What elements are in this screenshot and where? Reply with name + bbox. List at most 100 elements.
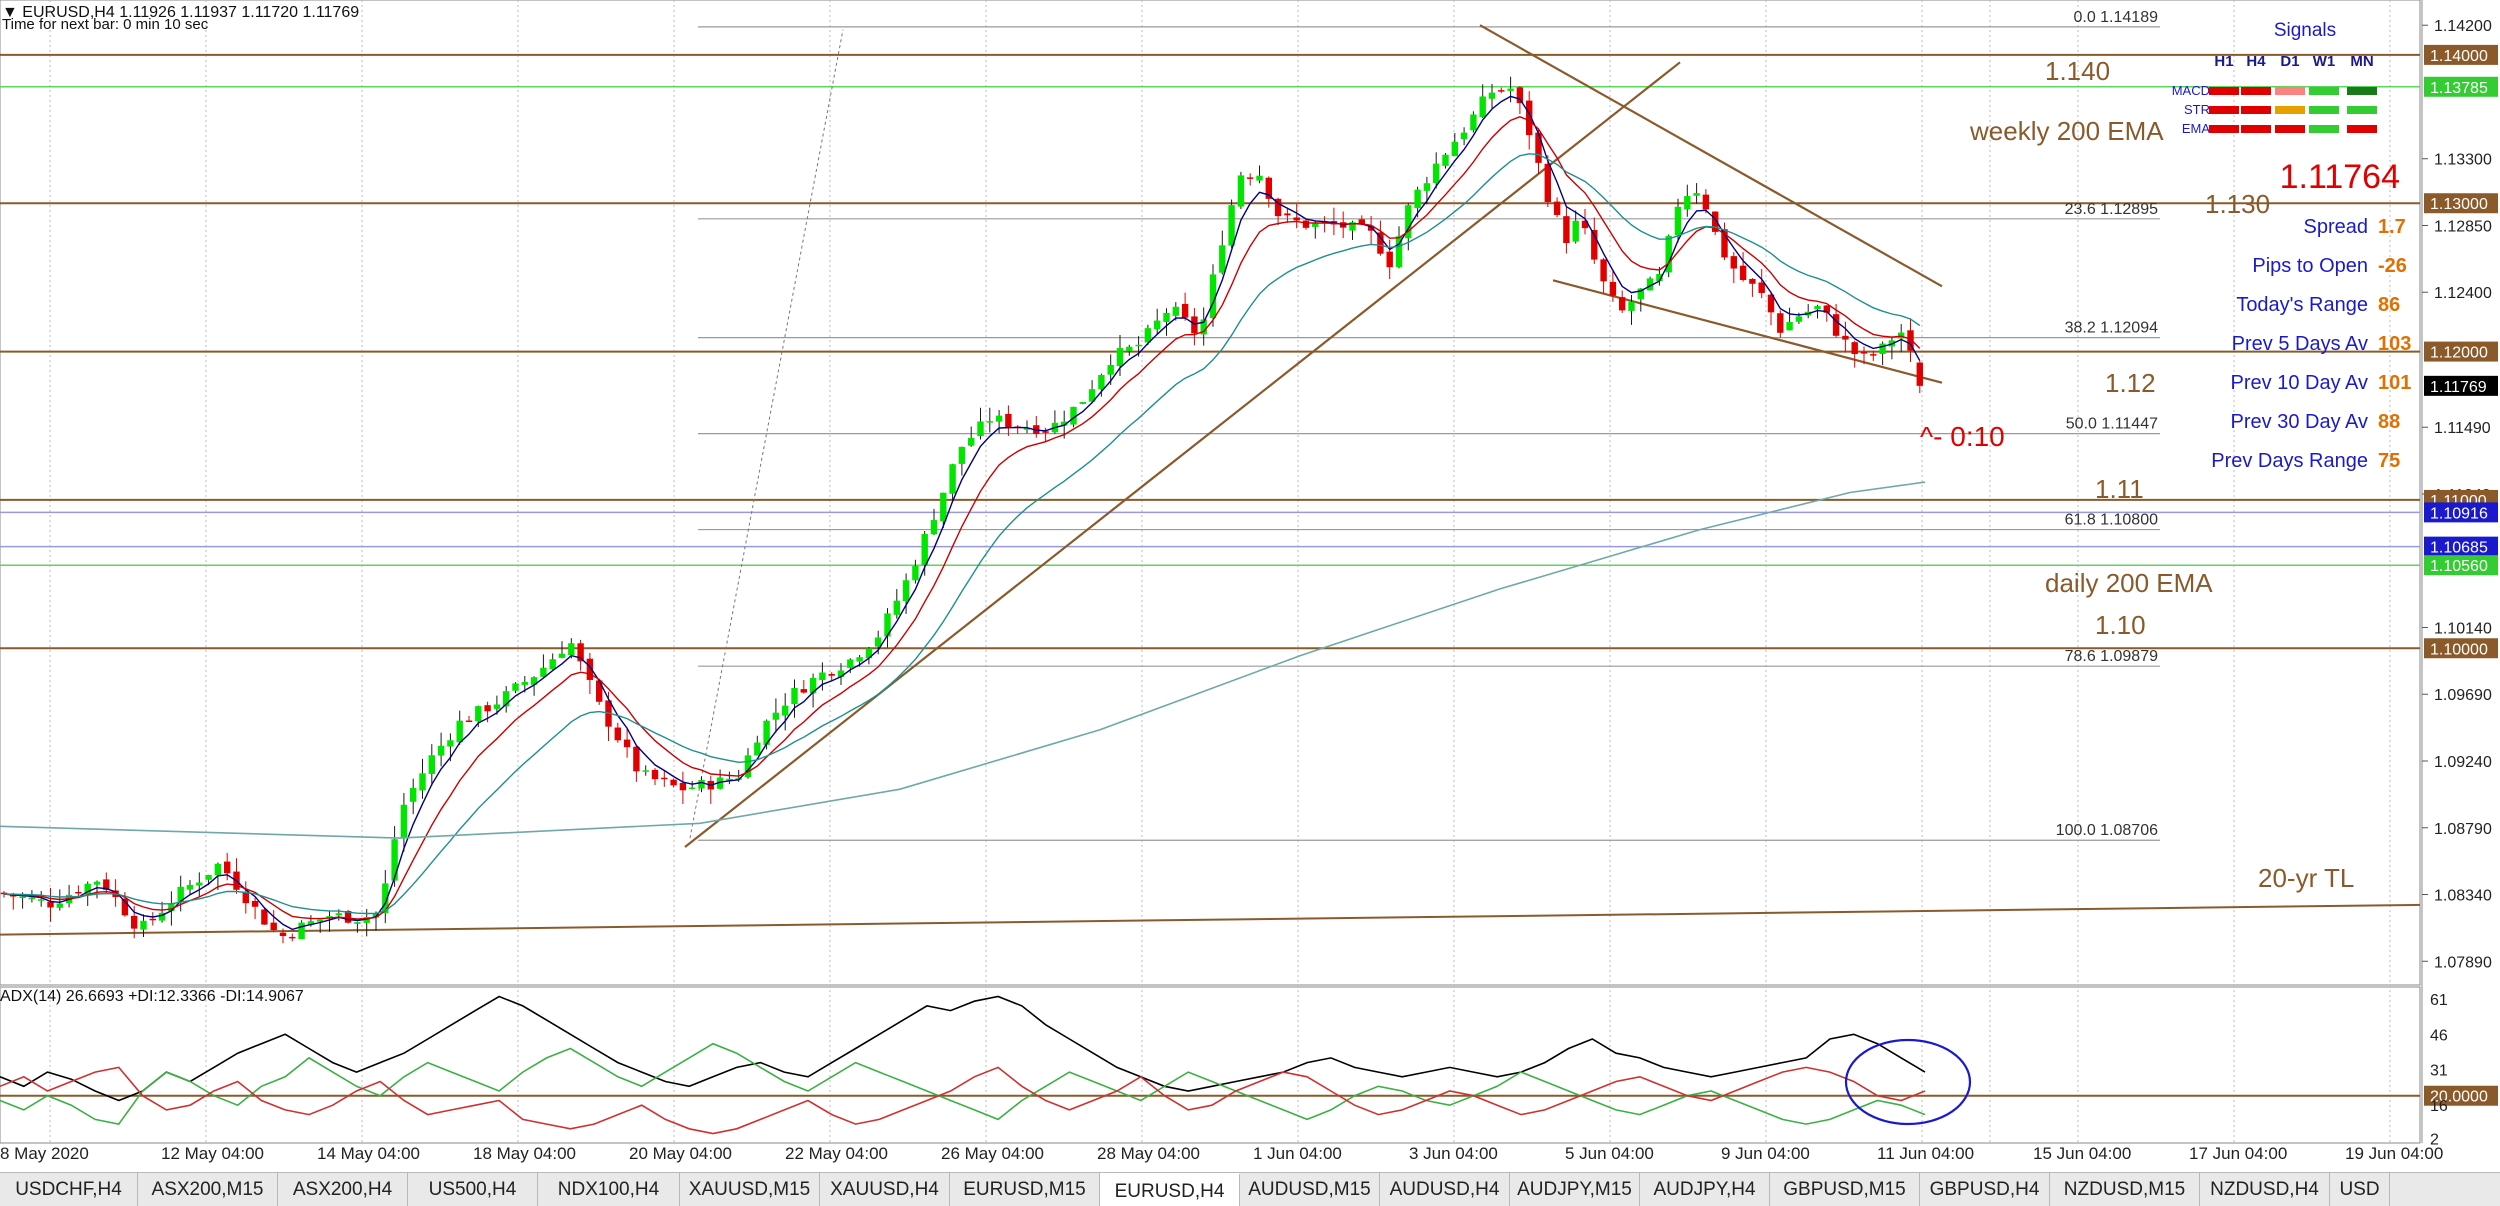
candle-body <box>1684 196 1691 210</box>
price-axis-marker-label: 1.12000 <box>2430 345 2488 362</box>
candle-body <box>1879 343 1886 354</box>
price-axis-marker-label: 1.10000 <box>2430 641 2488 658</box>
tab-asx200-m15[interactable]: ASX200,M15 <box>138 1173 278 1206</box>
candle-body <box>1070 406 1077 425</box>
chart-area[interactable]: 8 May 2020 12 May 04:00 14 May 04:00 18 May… <box>0 0 2500 1172</box>
signals-row-label: EMA <box>2182 121 2211 136</box>
candle-body <box>1488 92 1496 99</box>
tab-eurusd-h4[interactable]: EURUSD,H4 <box>1100 1173 1240 1206</box>
candle-body <box>1163 312 1170 323</box>
candle-body <box>1814 306 1821 310</box>
candle-body <box>1646 278 1654 291</box>
signals-column-header: MN <box>2350 53 2373 70</box>
candle-body <box>1042 431 1049 433</box>
chart-annotation: ^- 0:10 <box>1920 421 2005 452</box>
price-tick-label: 1.14200 <box>2434 18 2492 35</box>
candle-body <box>1116 348 1124 367</box>
tab-asx200-h4[interactable]: ASX200,H4 <box>278 1173 408 1206</box>
candle-body <box>1005 413 1012 428</box>
price-tick-label: 1.13300 <box>2434 152 2492 169</box>
tab-nzdusd-m15[interactable]: NZDUSD,M15 <box>2050 1173 2200 1206</box>
candle-body <box>1712 211 1719 232</box>
signals-stat-label: Spread <box>2304 216 2369 238</box>
tab-xauusd-m15[interactable]: XAUUSD,M15 <box>680 1173 820 1206</box>
candle-body <box>1619 297 1626 311</box>
fib-level-label: 0.0 1.14189 <box>2073 9 2158 26</box>
candle-body <box>921 534 928 565</box>
candle-body <box>1498 90 1505 92</box>
signal-indicator-cell <box>2209 87 2239 95</box>
adx-tick-label: 46 <box>2430 1027 2448 1044</box>
tab-usd[interactable]: USD <box>2330 1173 2390 1206</box>
tab-audusd-h4[interactable]: AUDUSD,H4 <box>1380 1173 1510 1206</box>
tab-gbpusd-h4[interactable]: GBPUSD,H4 <box>1920 1173 2050 1206</box>
tab-ndx100-h4[interactable]: NDX100,H4 <box>538 1173 680 1206</box>
signals-stat-label: Today's Range <box>2236 294 2368 316</box>
candle-body <box>1395 236 1403 267</box>
tab-gbpusd-m15[interactable]: GBPUSD,M15 <box>1770 1173 1920 1206</box>
price-axis-marker <box>2424 44 2498 65</box>
signals-stat-value: 86 <box>2378 294 2400 316</box>
candle-body <box>549 659 556 670</box>
price-tick-label: 1.07890 <box>2434 954 2492 971</box>
candle-body <box>177 886 184 902</box>
signals-stat-value: 101 <box>2378 372 2411 394</box>
candle-body <box>326 916 333 919</box>
candle-body <box>540 667 547 677</box>
tab-eurusd-m15[interactable]: EURUSD,M15 <box>950 1173 1100 1206</box>
chart-annotation: 1.10 <box>2095 610 2146 640</box>
candle-body <box>512 683 519 691</box>
candle-body <box>968 437 975 446</box>
tab-audjpy-h4[interactable]: AUDJPY,H4 <box>1640 1173 1770 1206</box>
time-tick-label: 5 Jun 04:00 <box>1565 1144 1654 1163</box>
candle-body <box>623 739 631 748</box>
adx-tick-label: 2 <box>2430 1131 2439 1148</box>
candle-body <box>93 881 101 885</box>
chart-tab-bar: USDCHF,H4 ASX200,M15 ASX200,H4 US500,H4 NDX1… <box>0 1172 2500 1206</box>
tab-nzdusd-h4[interactable]: NZDUSD,H4 <box>2200 1173 2330 1206</box>
signal-indicator-cell <box>2275 125 2305 133</box>
signals-row-label: MACD <box>2172 83 2210 98</box>
time-tick-label: 22 May 04:00 <box>785 1144 888 1163</box>
candle-body <box>56 903 63 908</box>
candle-body <box>400 804 408 839</box>
price-axis-marker-label: 1.10685 <box>2430 540 2488 557</box>
price-tick-label: 1.09690 <box>2434 687 2492 704</box>
signals-stat-value: 103 <box>2378 333 2411 355</box>
price-chart[interactable]: 8 May 2020 12 May 04:00 14 May 04:00 18 May… <box>0 0 2500 1172</box>
candle-body <box>614 727 621 741</box>
price-tick-label: 1.09240 <box>2434 754 2492 771</box>
candle-body <box>1228 205 1235 246</box>
tab-xauusd-h4[interactable]: XAUUSD,H4 <box>820 1173 950 1206</box>
candle-body <box>577 643 584 662</box>
uptrend-line <box>684 61 1681 848</box>
candle-body <box>1377 232 1384 254</box>
time-tick-label: 9 Jun 04:00 <box>1721 1144 1810 1163</box>
tab-us500-h4[interactable]: US500,H4 <box>408 1173 538 1206</box>
candle-body <box>1591 230 1598 260</box>
candle-body <box>679 782 687 791</box>
candle-body <box>428 755 435 774</box>
candle-body <box>1693 193 1700 196</box>
candle-body <box>698 780 705 789</box>
tab-audusd-m15[interactable]: AUDUSD,M15 <box>1240 1173 1380 1206</box>
candle-body <box>140 920 147 930</box>
candle-body <box>1451 141 1458 157</box>
wedge-upper-line <box>1479 24 1943 288</box>
candle-body <box>763 720 770 745</box>
candle-body <box>977 421 984 437</box>
fib-level-label: 78.6 1.09879 <box>2065 648 2159 665</box>
candle-body <box>0 892 8 895</box>
tab-usdchf-h4[interactable]: USDCHF,H4 <box>0 1173 138 1206</box>
chart-header-timer: Time for next bar: 0 min 10 sec <box>2 16 209 33</box>
tab-audjpy-m15[interactable]: AUDJPY,M15 <box>1510 1173 1640 1206</box>
signals-stat-label: Pips to Open <box>2252 255 2368 277</box>
fib-level-label: 50.0 1.11447 <box>2066 416 2158 433</box>
chart-annotation: 1.11 <box>2095 474 2144 504</box>
twenty-year-trendline <box>0 903 2421 936</box>
signals-stat-value: 1.7 <box>2378 216 2406 238</box>
candle-body <box>1553 201 1561 215</box>
candle-body <box>168 904 175 912</box>
signal-indicator-cell <box>2347 106 2377 114</box>
candle-body <box>1191 316 1198 334</box>
